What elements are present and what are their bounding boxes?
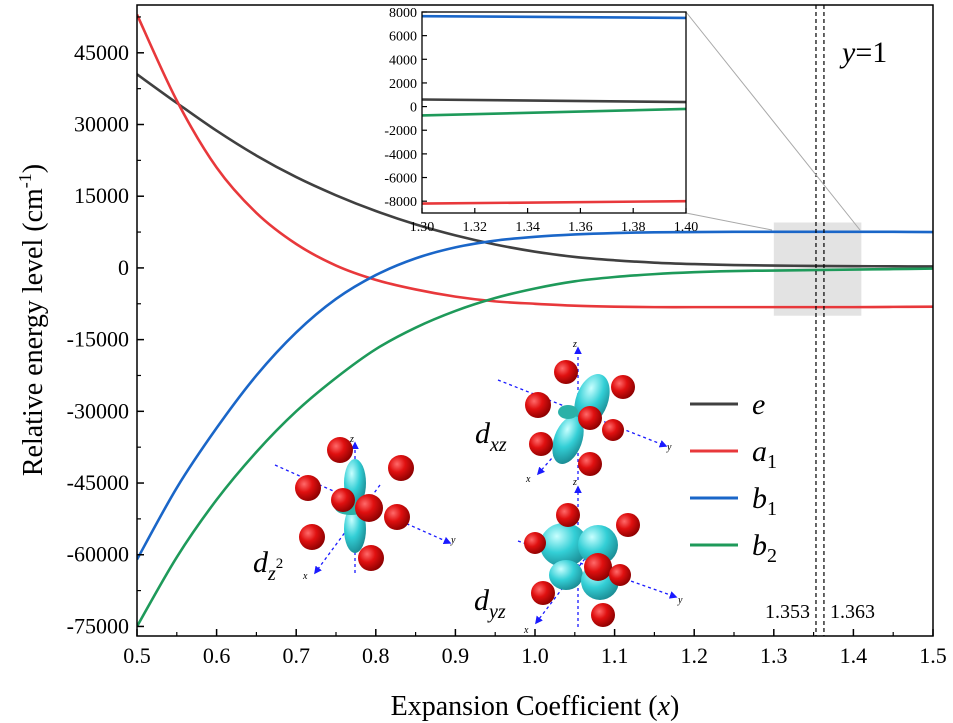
y-tick-label: -75000 <box>67 613 129 638</box>
x-tick-label: 1.1 <box>601 643 629 668</box>
svg-text:y: y <box>450 535 456 546</box>
y-axis-title: Relative energy level (cm-1) <box>15 164 49 476</box>
svg-text:z: z <box>572 477 577 488</box>
orbital-label-dxz: dxz <box>475 417 507 456</box>
inset-y-tick-label: 8000 <box>389 6 417 21</box>
inset-plot: 1.30 1.32 1.34 1.36 1.38 1.40 8000 6000 4000 200… <box>384 6 698 235</box>
x-axis-title: Expansion Coefficient (x) <box>391 691 680 722</box>
series-line-b2 <box>137 267 933 628</box>
inset-x-tick-label: 1.38 <box>621 220 646 235</box>
legend-label-e: e <box>752 388 765 421</box>
svg-text:x: x <box>523 625 529 636</box>
x-tick-label: 1.3 <box>760 643 788 668</box>
inset-series-line-b2 <box>422 107 686 117</box>
inset-frame <box>421 11 687 214</box>
svg-text:y: y <box>666 442 672 453</box>
vline-label-2: 1.363 <box>830 601 875 623</box>
series-line-e <box>137 73 933 268</box>
parameter-label: y=1 <box>839 36 887 69</box>
inset-y-tick-label: -8000 <box>384 195 417 210</box>
x-tick-label: 1.5 <box>919 643 947 668</box>
orbital-dz2-illustration: z y x <box>274 434 456 582</box>
x-tick-label: 1.2 <box>680 643 708 668</box>
inset-series-line-e <box>422 98 686 104</box>
reference-lines <box>815 5 825 636</box>
x-tick-label: 1.4 <box>840 643 868 668</box>
legend-label-a1: a1 <box>752 435 777 473</box>
y-tick-label: 30000 <box>74 112 129 137</box>
y-tick-label: 15000 <box>74 183 129 208</box>
x-axis-title-text: Expansion Coefficient ( <box>391 691 658 722</box>
svg-text:y: y <box>677 595 683 606</box>
x-tick-label: 0.9 <box>442 643 470 668</box>
y-tick-label: -60000 <box>67 542 129 567</box>
x-tick-label: 0.6 <box>203 643 231 668</box>
inset-x-tick-label: 1.40 <box>674 220 699 235</box>
orbital-dxz-illustration: z y x <box>497 339 672 485</box>
inset-y-tick-label: 4000 <box>389 53 417 68</box>
orbital-label-dyz: dyz <box>474 584 506 623</box>
inset-x-tick-label: 1.36 <box>568 220 593 235</box>
legend: e a1 b1 b2 <box>690 388 777 567</box>
x-axis-ticks: 0.5 0.6 0.7 0.8 0.9 1.0 1.1 1.2 1.3 1.4 1.5 <box>123 629 947 668</box>
inset-x-ticks: 1.30 1.32 1.34 1.36 1.38 1.40 <box>410 208 699 235</box>
inset-series-line-a1 <box>422 199 686 205</box>
legend-label-b2: b2 <box>752 529 777 567</box>
svg-text:x: x <box>525 474 531 485</box>
svg-text:x: x <box>302 571 308 582</box>
series-layer <box>137 14 933 628</box>
y-tick-label: -30000 <box>67 398 129 423</box>
inset-connector-top <box>685 11 861 231</box>
inset-x-tick-label: 1.32 <box>463 220 488 235</box>
y-tick-label: -15000 <box>67 327 129 352</box>
series-line-a1 <box>137 14 933 309</box>
inset-y-tick-label: -2000 <box>384 124 417 139</box>
x-tick-label: 0.8 <box>362 643 390 668</box>
inset-series-layer <box>422 14 686 205</box>
inset-y-tick-label: 0 <box>410 101 417 116</box>
y-tick-label: 45000 <box>74 40 129 65</box>
y-tick-label: 0 <box>118 255 129 280</box>
x-tick-label: 0.5 <box>123 643 151 668</box>
inset-y-tick-label: -4000 <box>384 148 417 163</box>
y-tick-label: -45000 <box>67 470 129 495</box>
orbital-dyz-illustration: z y x <box>517 477 683 636</box>
inset-x-tick-label: 1.34 <box>515 220 540 235</box>
legend-label-b1: b1 <box>752 482 777 520</box>
x-tick-label: 0.7 <box>282 643 310 668</box>
inset-y-ticks: 8000 6000 4000 2000 0 -2000 -4000 -6000 -8000 <box>384 6 427 210</box>
svg-text:z: z <box>572 339 577 350</box>
orbital-label-dz2: dz2 <box>253 546 283 585</box>
inset-connector-bottom <box>685 212 773 231</box>
svg-text:z: z <box>349 434 354 445</box>
inset-y-tick-label: 6000 <box>389 30 417 45</box>
inset-series-line-b1 <box>422 14 686 20</box>
inset-x-tick-label: 1.30 <box>410 220 435 235</box>
inset-y-tick-label: 2000 <box>389 77 417 92</box>
series-line-b1 <box>137 230 933 561</box>
inset-y-tick-label: -6000 <box>384 172 417 187</box>
vline-label-1: 1.353 <box>765 601 810 623</box>
y-axis-ticks: 45000 30000 15000 0 -15000 -30000 -45000 -60000… <box>67 16 144 638</box>
x-tick-label: 1.0 <box>521 643 549 668</box>
